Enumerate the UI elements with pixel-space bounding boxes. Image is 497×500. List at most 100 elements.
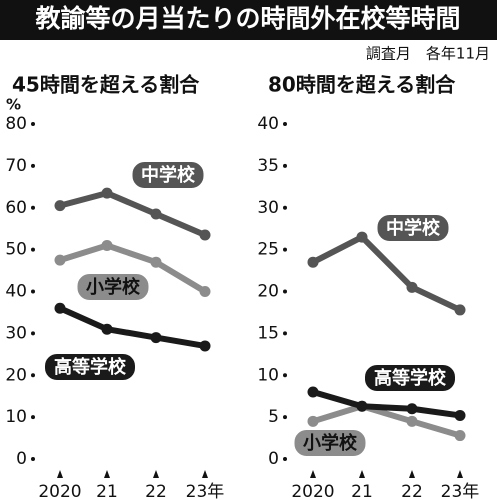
tick-mark: [31, 457, 35, 461]
series-badge: [130, 160, 206, 190]
point: [454, 304, 466, 316]
tick-mark: [31, 205, 35, 210]
x-tick-mark: [57, 470, 63, 478]
y-tick-label: 15: [257, 323, 279, 343]
x-tick-mark: [104, 470, 110, 478]
tick-mark: [283, 205, 287, 210]
x-tick-label: 21: [96, 482, 118, 500]
y-tick-label: 0: [268, 449, 279, 469]
x-tick-mark: [359, 470, 365, 478]
y-tick-label: 5: [268, 407, 279, 427]
point: [307, 386, 319, 398]
point: [101, 239, 113, 251]
tick-mark: [283, 457, 287, 461]
point: [454, 430, 466, 442]
y-tick-label: 35: [257, 156, 279, 176]
tick-mark: [31, 415, 35, 420]
tick-mark: [283, 415, 287, 420]
series-badge: [375, 213, 451, 243]
point: [54, 254, 66, 266]
x-tick-label: 2020: [291, 482, 334, 500]
tick-mark: [283, 122, 287, 126]
point: [454, 409, 466, 421]
tick-mark: [283, 373, 287, 378]
y-tick-label: 50: [5, 240, 27, 260]
tick-mark: [31, 122, 35, 126]
series-badge: [43, 352, 137, 382]
x-tick-mark: [457, 470, 463, 478]
panel-title: 80時間を超える割合: [268, 73, 456, 97]
series-line: [312, 389, 461, 419]
y-tick-label: 80: [5, 114, 27, 134]
x-tick-label: 21: [351, 482, 373, 500]
tick-mark: [31, 247, 35, 252]
y-tick-label: 70: [5, 156, 27, 176]
point: [199, 229, 211, 241]
y-tick-label: 10: [257, 365, 279, 385]
series-label: 高等学校: [54, 356, 127, 378]
series-line: [59, 242, 207, 295]
x-tick-label: 22: [145, 482, 167, 500]
point: [101, 187, 113, 199]
y-tick-label: 40: [257, 114, 279, 134]
y-tick-label: 25: [257, 240, 279, 260]
tick-mark: [283, 289, 287, 294]
x-tick-label: 23年: [441, 482, 480, 500]
point: [406, 281, 418, 293]
tick-mark: [31, 289, 35, 294]
series-label: 小学校: [86, 276, 141, 298]
series-line: [311, 234, 462, 313]
note: 調査月 各年11月: [366, 45, 490, 63]
point: [150, 256, 162, 268]
chart-title: 教諭等の月当たりの時間外在校等時間: [35, 4, 460, 33]
series-label: 中学校: [141, 164, 196, 186]
tick-mark: [31, 331, 35, 336]
series-line: [312, 403, 461, 439]
point: [406, 403, 418, 415]
tick-mark: [31, 163, 35, 168]
series-label: 高等学校: [374, 367, 447, 389]
series-badge: [75, 272, 151, 302]
series-line: [58, 305, 206, 349]
series-badge: [363, 363, 457, 393]
x-tick-mark: [409, 470, 415, 478]
x-tick-label: 2020: [38, 482, 81, 500]
y-tick-label: 60: [5, 198, 27, 218]
y-tick-label: 40: [5, 282, 27, 302]
x-tick-mark: [202, 470, 208, 478]
y-tick-label: 30: [257, 198, 279, 218]
y-tick-label: 20: [5, 365, 27, 385]
x-tick-label: 22: [401, 482, 423, 500]
series-label: 中学校: [386, 217, 441, 239]
tick-mark: [283, 247, 287, 252]
point: [150, 208, 162, 220]
point: [199, 286, 211, 297]
x-tick-mark: [310, 470, 316, 478]
y-tick-label: 30: [5, 323, 27, 343]
tick-mark: [283, 163, 287, 168]
point: [307, 256, 319, 268]
series-line: [59, 190, 207, 238]
title-band: [0, 0, 497, 40]
point: [101, 323, 113, 335]
unit: %: [6, 96, 21, 114]
y-tick-label: 10: [5, 407, 27, 427]
x-tick-label: 23年: [186, 482, 225, 500]
point: [307, 415, 319, 427]
point: [54, 200, 66, 212]
point: [54, 302, 66, 314]
y-tick-label: 20: [257, 282, 279, 302]
tick-mark: [283, 331, 287, 336]
panel-title: 45時間を超える割合: [12, 73, 200, 97]
point: [406, 415, 418, 427]
point: [150, 332, 162, 344]
series-label: 小学校: [303, 432, 358, 454]
y-tick-label: 0: [16, 449, 27, 469]
x-tick-mark: [153, 470, 159, 478]
series-badge: [292, 428, 368, 458]
point: [199, 340, 211, 352]
point: [356, 400, 368, 412]
point: [356, 231, 368, 243]
tick-mark: [31, 373, 35, 378]
